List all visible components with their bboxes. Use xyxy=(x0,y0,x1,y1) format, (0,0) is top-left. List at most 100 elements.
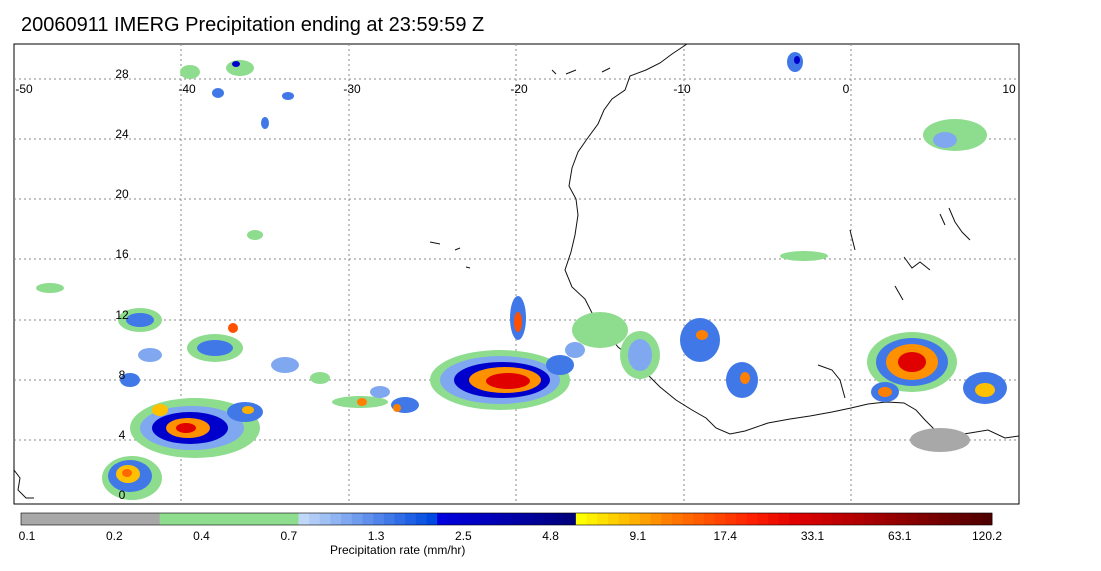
lat-label-16: 16 xyxy=(115,247,129,261)
colorbar-swatch xyxy=(223,513,235,525)
colorbar-swatch xyxy=(437,513,449,525)
lat-label-28: 28 xyxy=(115,67,129,81)
colorbar-swatch xyxy=(501,513,513,525)
colorbar-tick-label: 2.5 xyxy=(455,529,472,543)
colorbar-label: Precipitation rate (mm/hr) xyxy=(330,543,466,557)
colorbar-swatch xyxy=(927,513,940,525)
colorbar-swatch xyxy=(42,513,54,525)
colorbar-swatch xyxy=(543,513,555,525)
lon-label-minus-50: -50 xyxy=(15,82,33,96)
colorbar-swatch xyxy=(565,513,577,525)
colorbar-swatch xyxy=(671,513,683,525)
colorbar xyxy=(20,512,993,526)
colorbar-tick-label: 63.1 xyxy=(888,529,912,543)
colorbar-swatch xyxy=(181,513,193,525)
colorbar-swatch xyxy=(639,513,651,525)
colorbar-swatch xyxy=(298,513,310,525)
colorbar-swatch xyxy=(245,513,257,525)
colorbar-swatch xyxy=(170,513,182,525)
colorbar-tick-label: 4.8 xyxy=(542,529,559,543)
colorbar-swatch xyxy=(426,513,438,525)
colorbar-swatch xyxy=(767,513,779,525)
colorbar-swatch xyxy=(607,513,619,525)
colorbar-swatch xyxy=(831,513,844,525)
rain-cell-main-atlantic xyxy=(430,296,585,410)
rain-cell-southwest-corner xyxy=(102,456,162,500)
colorbar-swatch xyxy=(85,513,97,525)
colorbar-swatch xyxy=(202,513,214,525)
colorbar-swatch xyxy=(266,513,278,525)
colorbar-swatch xyxy=(810,513,822,525)
colorbar-swatch xyxy=(351,513,363,525)
colorbar-swatch xyxy=(863,513,876,525)
colorbar-swatch xyxy=(714,513,726,525)
rain-cell-coast xyxy=(572,312,758,398)
colorbar-swatch xyxy=(821,513,833,525)
colorbar-swatch xyxy=(799,513,811,525)
colorbar-tick-label: 120.2 xyxy=(972,529,1002,543)
colorbar-swatch xyxy=(895,513,908,525)
colorbar-swatch xyxy=(554,513,566,525)
colorbar-swatch xyxy=(725,513,737,525)
colorbar-swatch xyxy=(575,513,587,525)
colorbar-swatch xyxy=(511,513,523,525)
colorbar-swatch xyxy=(191,513,203,525)
colorbar-swatch xyxy=(757,513,769,525)
colorbar-swatch xyxy=(95,513,107,525)
colorbar-swatch xyxy=(362,513,374,525)
colorbar-swatch xyxy=(394,513,406,525)
colorbar-swatch xyxy=(842,513,854,525)
colorbar-swatch xyxy=(917,513,929,525)
colorbar-tick-label: 0.1 xyxy=(19,529,36,543)
colorbar-swatch xyxy=(159,513,171,525)
colorbar-tick-label: 0.4 xyxy=(193,529,210,543)
colorbar-swatch xyxy=(682,513,694,525)
lon-label-minus-30: -30 xyxy=(343,82,361,96)
colorbar-swatch xyxy=(31,513,43,525)
colorbar-swatch xyxy=(885,513,897,525)
lat-label-4: 4 xyxy=(119,428,126,442)
colorbar-swatch xyxy=(906,513,918,525)
lon-label-minus-40: -40 xyxy=(178,82,196,96)
latitude-labels: 0 4 8 12 16 20 24 28 xyxy=(115,67,129,502)
colorbar-swatch xyxy=(618,513,630,525)
colorbar-swatch xyxy=(629,513,641,525)
colorbar-swatch xyxy=(74,513,86,525)
lon-label-0: 0 xyxy=(843,82,850,96)
colorbar-swatch xyxy=(522,513,534,525)
colorbar-swatch xyxy=(981,513,993,525)
colorbar-swatch xyxy=(586,513,598,525)
colorbar-tick-label: 0.7 xyxy=(280,529,297,543)
colorbar-swatch xyxy=(309,513,321,525)
colorbar-swatch xyxy=(458,513,470,525)
colorbar-swatch xyxy=(597,513,609,525)
lon-label-minus-20: -20 xyxy=(510,82,528,96)
colorbar-swatch xyxy=(117,513,129,525)
colorbar-swatch xyxy=(319,513,331,525)
colorbar-tick-labels: 0.1 0.2 0.4 0.7 1.3 2.5 4.8 9.1 17.4 33.1 63.1 120.… xyxy=(19,529,1003,543)
lat-label-24: 24 xyxy=(115,127,129,141)
rain-cell-east xyxy=(867,119,1007,452)
colorbar-swatch xyxy=(213,513,225,525)
colorbar-swatch xyxy=(746,513,758,525)
colorbar-tick-label: 9.1 xyxy=(630,529,647,543)
colorbar-swatch xyxy=(149,513,161,525)
colorbar-swatch xyxy=(479,513,491,525)
graticule xyxy=(14,44,1019,504)
colorbar-swatch xyxy=(469,513,481,525)
colorbar-swatch xyxy=(330,513,342,525)
rain-band-6n xyxy=(332,386,419,413)
colorbar-tick-label: 17.4 xyxy=(714,529,738,543)
colorbar-swatch xyxy=(21,513,33,525)
colorbar-swatch xyxy=(853,513,865,525)
colorbar-tick-label: 0.2 xyxy=(106,529,123,543)
colorbar-swatch xyxy=(735,513,747,525)
lon-label-10: 10 xyxy=(1002,82,1016,96)
colorbar-swatch xyxy=(255,513,267,525)
colorbar-swatch xyxy=(789,513,801,525)
colorbar-swatch xyxy=(693,513,705,525)
rain-cell-west-1 xyxy=(118,308,330,422)
colorbar-swatch xyxy=(949,513,961,525)
colorbar-swatch xyxy=(703,513,715,525)
